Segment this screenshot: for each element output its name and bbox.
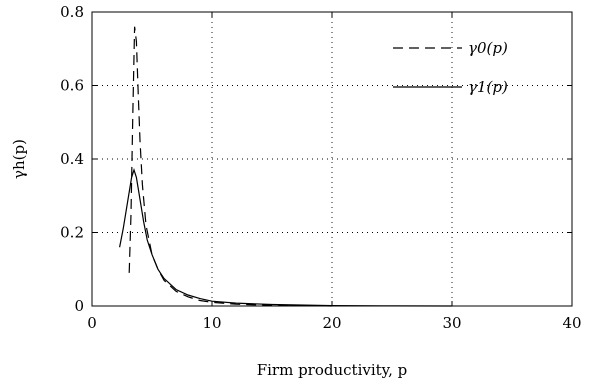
x-axis-label: Firm productivity, p <box>257 361 408 379</box>
y-tick-label: 0.8 <box>60 3 84 21</box>
legend-label-1: γ1(p) <box>468 78 508 96</box>
x-tick-label: 30 <box>442 314 461 332</box>
y-tick-label: 0.4 <box>60 150 84 168</box>
series-group <box>119 26 453 307</box>
grid <box>92 12 572 306</box>
x-tick-label: 0 <box>87 314 97 332</box>
x-tick-label: 20 <box>322 314 341 332</box>
y-tick-label: 0 <box>74 297 84 315</box>
legend: γ0(p) γ1(p) <box>393 39 508 96</box>
series-line-1 <box>119 168 453 307</box>
series-line-0 <box>128 26 333 307</box>
y-tick-label: 0.2 <box>60 224 84 242</box>
axis-ticks: 0 10 20 30 40 0 0.2 0.4 0.6 0.8 <box>60 3 581 332</box>
legend-label-0: γ0(p) <box>468 39 508 57</box>
x-tick-label: 40 <box>562 314 581 332</box>
y-axis-label: γh(p) <box>10 139 28 179</box>
x-tick-label: 10 <box>202 314 221 332</box>
y-tick-label: 0.6 <box>60 77 84 95</box>
